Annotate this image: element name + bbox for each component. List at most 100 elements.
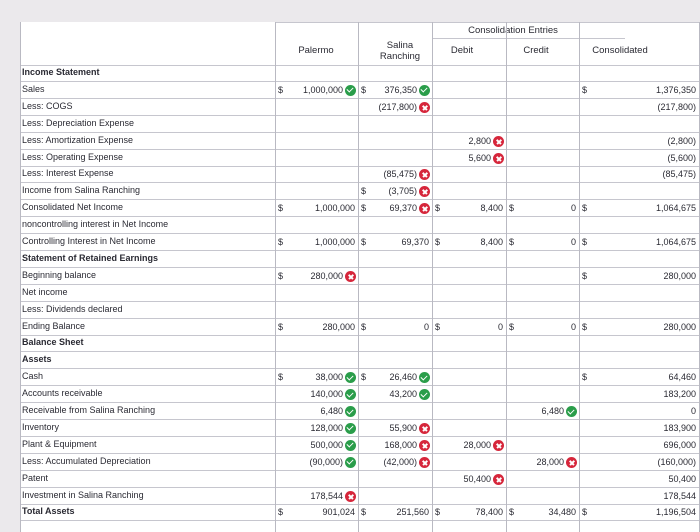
cell-sal[interactable]: $69,370 (358, 200, 432, 217)
row-label: Less: COGS (22, 100, 73, 111)
table-row: Less: Interest Expense (85,475) (85,475) (20, 166, 700, 184)
table-row: Less: Amortization Expense 2,800 (2,800) (20, 133, 700, 150)
cell-con[interactable]: $280,000 (579, 319, 699, 336)
cell-con[interactable]: (5,600) (579, 150, 699, 167)
cell-con[interactable]: (2,800) (579, 133, 699, 150)
cell-sal[interactable]: $26,460 (358, 369, 432, 386)
cell-cre[interactable]: $0 (506, 200, 579, 217)
x-circle-icon (566, 456, 577, 468)
cell-con[interactable]: $1,196,504 (579, 504, 699, 521)
cell-con[interactable]: 178,544 (579, 488, 699, 505)
cell-pal[interactable]: $38,000 (275, 369, 358, 386)
cell-con[interactable]: (85,475) (579, 166, 699, 183)
row-label: Ending Balance (22, 320, 86, 331)
column-separator (579, 22, 580, 532)
cell-value: 1,196,504 (655, 507, 696, 518)
column-separator (432, 22, 433, 532)
cell-value: 280,000 (322, 321, 355, 332)
cell-sal[interactable]: $0 (358, 319, 432, 336)
cell-value: 280,000 (663, 321, 696, 332)
cell-pal[interactable]: $901,024 (275, 504, 358, 521)
cell-pal[interactable]: $280,000 (275, 268, 358, 285)
dollar-sign: $ (509, 321, 515, 332)
cell-pal[interactable]: 500,000 (275, 437, 358, 454)
cell-con[interactable]: $1,064,675 (579, 200, 699, 217)
cell-sal[interactable]: 168,000 (358, 437, 432, 454)
dollar-sign: $ (435, 507, 441, 518)
table-row: Less: Depreciation Expense (20, 116, 700, 133)
cell-con[interactable]: (217,800) (579, 99, 699, 116)
cell-value: 1,000,000 (314, 203, 355, 214)
header-consolidation-entries: Consolidation Entries (468, 25, 558, 36)
cell-cre[interactable]: 28,000 (506, 454, 579, 471)
cell-pal[interactable]: (90,000) (275, 454, 358, 471)
cell-con[interactable]: $280,000 (579, 268, 699, 285)
cell-con[interactable]: 0 (579, 403, 699, 420)
cell-con[interactable]: $64,460 (579, 369, 699, 386)
dollar-sign: $ (435, 321, 441, 332)
cell-deb[interactable]: 5,600 (432, 150, 506, 167)
cell-pal[interactable]: $1,000,000 (275, 82, 358, 99)
cell-value: (42,000) (383, 456, 417, 467)
row-label: noncontrolling interest in Net Income (22, 219, 169, 230)
row-label: Net income (22, 286, 68, 297)
cell-deb[interactable]: 2,800 (432, 133, 506, 150)
cell-sal[interactable]: (85,475) (358, 166, 432, 183)
cell-value: 28,000 (463, 439, 491, 450)
cell-value: 50,400 (668, 473, 696, 484)
dollar-sign: $ (582, 203, 588, 214)
cell-con[interactable]: $1,376,350 (579, 82, 699, 99)
cell-pal[interactable]: $1,000,000 (275, 200, 358, 217)
cell-sal[interactable]: $69,370 (358, 234, 432, 251)
cell-con[interactable]: 50,400 (579, 471, 699, 488)
dollar-sign: $ (361, 203, 367, 214)
column-separator (506, 22, 507, 532)
cell-cre[interactable]: $0 (506, 234, 579, 251)
row-label: Investment in Salina Ranching (22, 489, 144, 500)
table-row: Less: Operating Expense 5,600 (5,600) (20, 150, 700, 167)
cell-deb[interactable]: 28,000 (432, 437, 506, 454)
dollar-sign: $ (361, 186, 367, 197)
cell-con[interactable]: $1,064,675 (579, 234, 699, 251)
cell-value: 69,370 (401, 237, 429, 247)
cell-pal[interactable]: $1,000,000 (275, 234, 358, 251)
cell-value: 1,064,675 (655, 203, 696, 214)
cell-pal[interactable]: 140,000 (275, 386, 358, 403)
cell-sal[interactable]: 43,200 (358, 386, 432, 403)
cell-con[interactable]: 183,900 (579, 420, 699, 437)
cell-deb[interactable]: $8,400 (432, 234, 506, 251)
cell-sal[interactable]: $251,560 (358, 504, 432, 521)
cell-sal[interactable]: (42,000) (358, 454, 432, 471)
cell-sal[interactable]: $ (3,705) (358, 183, 432, 200)
cell-cre[interactable]: 6,480 (506, 403, 579, 420)
consolidation-worksheet: Consolidation Entries Palermo Salina Ran… (20, 22, 700, 532)
cell-sal[interactable]: $376,350 (358, 82, 432, 99)
dollar-sign: $ (278, 270, 284, 281)
cell-pal[interactable]: 178,544 (275, 488, 358, 505)
cell-pal[interactable]: 6,480 (275, 403, 358, 420)
cell-pal[interactable]: 128,000 (275, 420, 358, 437)
cell-value: 0 (570, 237, 576, 247)
cell-cre[interactable]: $34,480 (506, 504, 579, 521)
header-palermo: Palermo (298, 45, 334, 56)
table-row: Receivable from Salina Ranching 6,480 6,48… (20, 403, 700, 420)
dollar-sign: $ (361, 321, 367, 332)
cell-con[interactable]: 183,200 (579, 386, 699, 403)
check-circle-icon (345, 84, 356, 96)
cell-deb[interactable]: $8,400 (432, 200, 506, 217)
header-salina-line2: Ranching (379, 51, 421, 62)
cell-con[interactable]: (160,000) (579, 454, 699, 471)
cell-value: 38,000 (315, 372, 343, 383)
cell-deb[interactable]: $78,400 (432, 504, 506, 521)
row-divider (20, 131, 700, 133)
cell-sal[interactable]: 55,900 (358, 420, 432, 437)
cell-cre[interactable]: $0 (506, 319, 579, 336)
cell-sal[interactable]: (217,800) (358, 99, 432, 116)
cell-deb[interactable]: 50,400 (432, 471, 506, 488)
cell-deb[interactable]: $0 (432, 319, 506, 336)
cell-pal[interactable]: $280,000 (275, 319, 358, 336)
row-label: Beginning balance (22, 269, 97, 280)
cell-con[interactable]: 696,000 (579, 437, 699, 454)
row-divider (20, 97, 700, 99)
row-label: Controlling Interest in Net Income (22, 236, 156, 246)
